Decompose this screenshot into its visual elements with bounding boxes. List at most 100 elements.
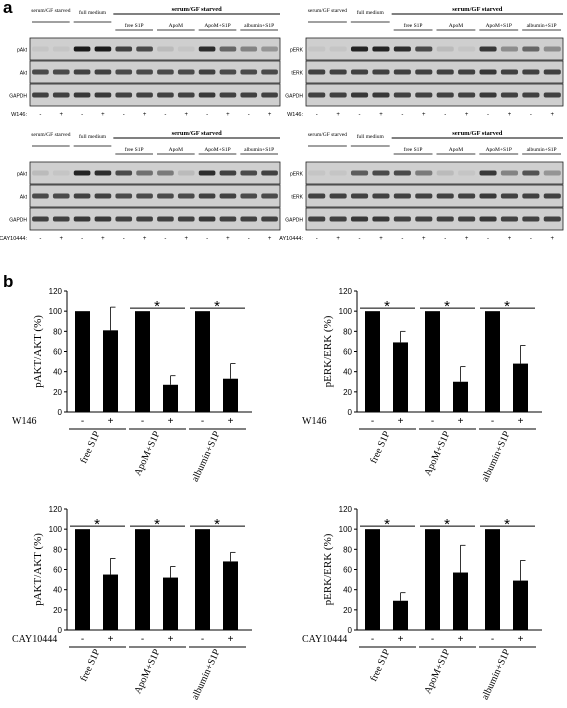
category-label: ApoM+S1P <box>423 429 453 477</box>
y-tick-label: 20 <box>343 388 352 397</box>
blot-sign-label: - <box>39 112 41 118</box>
blot-treatment-label: ApoM <box>169 147 183 153</box>
blot-membrane-strip <box>29 207 281 231</box>
sign-label: - <box>141 634 144 645</box>
y-tick-label: 0 <box>58 408 63 417</box>
blot-treatment-label: albumin+S1P <box>244 23 274 29</box>
blot-inhibitor-label: W146: <box>11 112 27 118</box>
blot-band <box>136 170 153 176</box>
blot-treatment-label: ApoM+S1P <box>486 23 512 29</box>
blot-band <box>458 193 476 199</box>
y-tick-label: 60 <box>53 348 62 357</box>
blot-band <box>240 46 258 52</box>
blot-row-label: pERK <box>290 48 304 54</box>
sign-label: - <box>371 416 374 427</box>
blot-band <box>329 46 347 52</box>
blot-band <box>261 193 278 199</box>
blot-band <box>393 170 411 176</box>
blot-band <box>415 193 433 199</box>
blot-band <box>308 69 326 75</box>
blot-band <box>115 170 133 176</box>
blot-inhibitor-label: AY10444: <box>279 236 303 242</box>
blot-band <box>522 69 540 75</box>
blot-sign-label: + <box>379 112 383 118</box>
blot-band <box>115 216 133 222</box>
y-tick-label: 40 <box>343 586 352 595</box>
blot-band <box>52 69 70 75</box>
sign-label: - <box>491 416 494 427</box>
blot-treatment-label: free S1P <box>125 22 144 29</box>
blot-band <box>415 69 433 75</box>
bar-chart: 0 20 40 60 80 100 120 pAKT/AKT (%) * - + free S1P * -… <box>12 505 252 702</box>
western-blots: serum/GF starved full medium serum/GF star… <box>0 6 564 242</box>
panel-label-b: b <box>3 272 13 291</box>
bar <box>365 311 380 412</box>
blot-band <box>136 69 153 75</box>
significance-star: * <box>94 516 100 533</box>
blot-band <box>479 170 497 176</box>
blot-band <box>177 46 195 52</box>
inhibitor-label: CAY10444 <box>302 634 347 645</box>
y-tick-label: 80 <box>53 545 62 554</box>
y-tick-label: 100 <box>49 307 63 316</box>
y-tick-label: 40 <box>53 368 62 377</box>
blot-bracket-label: serum/GF starved <box>172 6 223 13</box>
blot-band <box>73 193 91 199</box>
blot-row-label: tERK <box>291 195 303 201</box>
blot-membrane-strip <box>29 37 281 61</box>
y-tick-label: 80 <box>343 545 352 554</box>
blot-membrane-strip <box>305 161 564 185</box>
blot-band <box>458 69 476 75</box>
blot-sign-label: - <box>206 236 208 242</box>
blot-band <box>94 216 112 222</box>
blot-sign-label: - <box>248 112 250 118</box>
blot-membrane-strip <box>29 161 281 185</box>
blot-band <box>308 46 326 52</box>
blot-membrane-strip <box>305 207 564 231</box>
bar <box>223 561 238 630</box>
y-axis-label: pAKT/AKT (%) <box>32 315 44 388</box>
sign-label: + <box>458 416 464 427</box>
blot-sign-label: - <box>401 112 403 118</box>
blot-band <box>479 92 497 98</box>
blot-band <box>136 46 153 52</box>
significance-star: * <box>444 298 450 315</box>
blot-sign-label: - <box>530 112 532 118</box>
blot-band <box>115 46 133 52</box>
y-tick-label: 120 <box>339 505 353 514</box>
blot-band <box>350 193 369 199</box>
blot-group-label: full medium <box>79 9 107 16</box>
blot-treatment-label: ApoM+S1P <box>486 147 512 153</box>
blot-panel: serum/GF starved full medium serum/GF star… <box>9 6 281 118</box>
blot-membrane-strip <box>305 60 564 84</box>
blot-bracket-label: serum/GF starved <box>452 6 503 13</box>
blot-band <box>500 170 519 176</box>
blot-sign-label: - <box>401 236 403 242</box>
y-tick-label: 80 <box>343 327 352 336</box>
blot-band <box>136 216 153 222</box>
blot-band <box>479 46 497 52</box>
blot-band <box>350 46 369 52</box>
blot-panel: serum/GF starved full medium serum/GF star… <box>0 130 281 242</box>
blot-group-label: full medium <box>357 133 385 140</box>
blot-band <box>157 193 174 199</box>
blot-sign-label: - <box>206 112 208 118</box>
blot-band <box>543 46 561 52</box>
bar <box>393 600 408 630</box>
bar <box>485 529 500 630</box>
blot-band <box>32 46 49 52</box>
blot-sign-label: - <box>164 112 166 118</box>
blot-treatment-label: free S1P <box>404 22 423 29</box>
y-tick-label: 80 <box>53 327 62 336</box>
y-axis-label: pERK/ERK (%) <box>322 533 334 605</box>
blot-sign-label: + <box>184 112 188 118</box>
blot-band <box>157 216 174 222</box>
bar <box>365 529 380 630</box>
blot-row-label: pAkt <box>17 48 28 54</box>
blot-membrane-strip <box>29 83 281 107</box>
blot-sign-label: - <box>81 236 83 242</box>
blot-band <box>522 193 540 199</box>
significance-star: * <box>444 516 450 533</box>
inhibitor-label: W146 <box>12 416 36 427</box>
